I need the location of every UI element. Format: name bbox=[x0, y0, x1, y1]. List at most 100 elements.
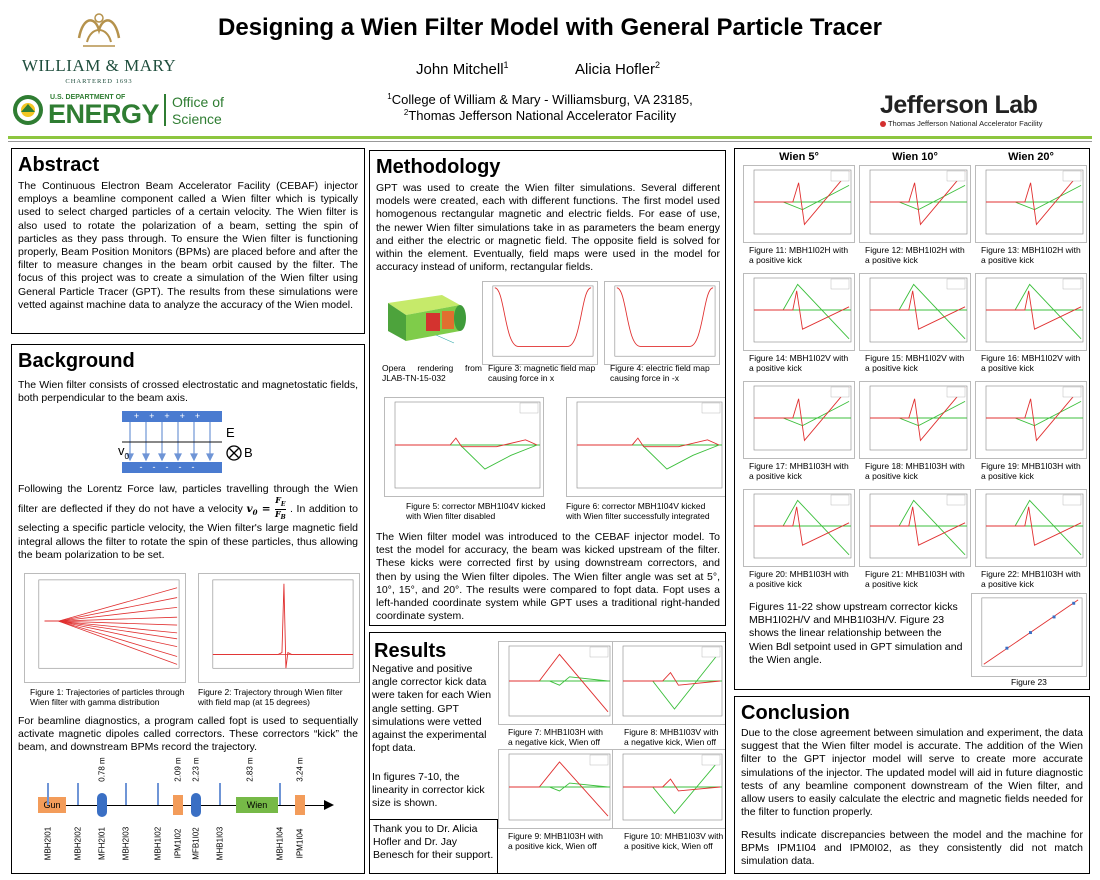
jlab-logo: Jefferson Lab Thomas Jefferson National … bbox=[880, 92, 1090, 132]
doe-divider bbox=[164, 94, 166, 126]
beamline-distance-label: 2.83 m bbox=[245, 757, 255, 782]
methodology-text-2: The Wien filter model was introduced to … bbox=[376, 531, 720, 623]
grid-figure-caption: Figure 21: MHB1I03H with a positive kick bbox=[865, 569, 965, 589]
methodology-title: Methodology bbox=[376, 156, 501, 178]
minus-5: - bbox=[191, 462, 205, 472]
figure-3-plot bbox=[482, 281, 598, 365]
doe-top: U.S. DEPARTMENT OF bbox=[50, 94, 126, 101]
grid-figure-caption: Figure 20: MHB1I03H with a positive kick bbox=[749, 569, 849, 589]
conclusion-title: Conclusion bbox=[741, 702, 850, 724]
figure-4-plot bbox=[604, 281, 720, 365]
v-label: v bbox=[118, 443, 125, 458]
field-arrows-icon bbox=[122, 422, 222, 462]
beamline-element-label: IPM1I04 bbox=[295, 828, 305, 859]
minus-4: - bbox=[178, 462, 192, 472]
beamline-marker bbox=[191, 793, 201, 817]
jlab-dot-icon bbox=[880, 121, 886, 128]
figure-7-caption: Figure 7: MHB1I03H with a negative kick,… bbox=[508, 727, 603, 747]
results-text-2: In figures 7-10, the linearity in correc… bbox=[372, 771, 485, 810]
author-1-sup: 1 bbox=[503, 60, 509, 70]
conclusion-text-1: Due to the close agreement between simul… bbox=[741, 727, 1083, 819]
grid-figure-caption: Figure 12: MBH1I02H with a positive kick bbox=[865, 245, 965, 265]
methodology-panel: Methodology GPT was used to create the W… bbox=[369, 150, 726, 626]
grid-figure-plot bbox=[743, 381, 855, 459]
text-2b: . In addition to selecting a specific pa… bbox=[18, 503, 359, 561]
grid-figure-plot bbox=[743, 273, 855, 351]
beamline-marker bbox=[279, 783, 281, 805]
beamline-element-label: MBH2I01 bbox=[43, 826, 53, 861]
grid-figure-plot bbox=[975, 381, 1087, 459]
figure-1-caption: Figure 1: Trajectories of particles thro… bbox=[30, 687, 185, 707]
figure-2-caption: Figure 2: Trajectory through Wien filter… bbox=[198, 687, 343, 707]
formula-den-sub: B bbox=[280, 514, 286, 522]
results-text-1: Negative and positive angle corrector ki… bbox=[372, 663, 492, 755]
beamline-arrow-icon bbox=[324, 800, 334, 810]
figure-23-caption: Figure 23 bbox=[1011, 677, 1047, 687]
formula-v: v bbox=[246, 503, 253, 516]
minus-2: - bbox=[152, 462, 166, 472]
formula-num: F bbox=[275, 495, 281, 506]
grid-figure-plot bbox=[859, 381, 971, 459]
beamline-element-label: MBH2I02 bbox=[73, 826, 83, 861]
background-text-3: For beamline diagnostics, a program call… bbox=[18, 715, 358, 754]
plus-3: + bbox=[164, 411, 180, 421]
wm-cypher-icon bbox=[77, 13, 121, 47]
beamline-element-label: MBH2I03 bbox=[121, 826, 131, 861]
grid-figure-caption: Figure 14: MBH1I02V with a positive kick bbox=[749, 353, 849, 373]
beamline-axis bbox=[38, 805, 328, 806]
thanks-text: Thank you to Dr. Alicia Hofler and Dr. J… bbox=[373, 823, 494, 862]
e-label: E bbox=[226, 425, 235, 440]
jlab-sub-text: Thomas Jefferson National Accelerator Fa… bbox=[887, 119, 1043, 128]
figure-3-caption: Figure 3: magnetic field map causing for… bbox=[488, 363, 596, 383]
doe-seal-icon bbox=[13, 95, 43, 125]
doe-office1: Office of bbox=[172, 94, 224, 110]
poster-title: Designing a Wien Filter Model with Gener… bbox=[218, 14, 882, 41]
grid-figure-plot bbox=[859, 165, 971, 243]
affil-1-sup: 1 bbox=[387, 92, 392, 101]
wm-logo: WILLIAM & MARY CHARTERED 1693 bbox=[14, 8, 184, 86]
beamline-marker bbox=[125, 783, 127, 805]
background-title: Background bbox=[18, 350, 135, 372]
wm-name: WILLIAM & MARY bbox=[21, 56, 177, 75]
figure-10-plot bbox=[612, 749, 725, 829]
formula-v-sub: 0 bbox=[252, 508, 258, 518]
beamline-distance-label: 2.23 m bbox=[191, 757, 201, 782]
results-title: Results bbox=[374, 640, 447, 662]
doe-logo: U.S. DEPARTMENT OF ENERGY Office of Scie… bbox=[12, 92, 252, 132]
grid-figure-caption: Figure 13: MBH1I02H with a positive kick bbox=[981, 245, 1081, 265]
plus-1: + bbox=[133, 411, 150, 421]
grid-col-header: Wien 10° bbox=[892, 151, 938, 163]
b-label: B bbox=[244, 445, 253, 460]
beamline-marker bbox=[47, 783, 49, 805]
grid-figure-plot bbox=[859, 489, 971, 567]
figure-5-plot bbox=[384, 397, 544, 497]
v0-label: v0 bbox=[118, 443, 129, 461]
beamline-diagram: Gun Wien MBH2I01 MBH2I02 MFH2I01 MBH2I03 MBH… bbox=[12, 757, 364, 873]
b-field-out-icon bbox=[226, 445, 242, 461]
beamline-marker bbox=[97, 793, 107, 817]
affil-1-text: College of William & Mary - Williamsburg… bbox=[391, 92, 693, 108]
beamline-distance-label: 3.24 m bbox=[295, 757, 305, 782]
doe-big: ENERGY bbox=[48, 99, 160, 129]
formula-den: F bbox=[274, 508, 281, 519]
author-1: John Mitchell1 bbox=[416, 60, 509, 78]
figure-2-plot bbox=[198, 573, 360, 683]
formula-denominator: FB bbox=[274, 508, 286, 523]
negative-plate: ----- bbox=[122, 462, 222, 473]
beamline-marker bbox=[173, 795, 183, 815]
jlab-name: Jefferson Lab bbox=[880, 91, 1038, 119]
opera-rendering-image bbox=[376, 285, 476, 357]
figure-10-caption: Figure 10: MHB1I03V with a positive kick… bbox=[624, 831, 724, 851]
author-2-name: Alicia Hofler bbox=[575, 61, 656, 78]
grid-summary: Figures 11-22 show upstream corrector ki… bbox=[749, 601, 963, 666]
beamline-distance-label: 0.78 m bbox=[97, 757, 107, 782]
beamline-marker bbox=[295, 795, 305, 815]
methodology-text-1: GPT was used to create the Wien filter s… bbox=[376, 182, 720, 274]
affil-2-text: Thomas Jefferson National Accelerator Fa… bbox=[408, 108, 677, 124]
beamline-element-label: MHB1I03 bbox=[215, 826, 225, 861]
formula-num-sub: E bbox=[280, 500, 286, 508]
grid-figure-plot bbox=[859, 273, 971, 351]
background-text-1: The Wien filter consists of crossed elec… bbox=[18, 379, 358, 405]
figure-8-caption: Figure 8: MHB1I03V with a negative kick,… bbox=[624, 727, 719, 747]
plus-5: + bbox=[194, 411, 211, 421]
